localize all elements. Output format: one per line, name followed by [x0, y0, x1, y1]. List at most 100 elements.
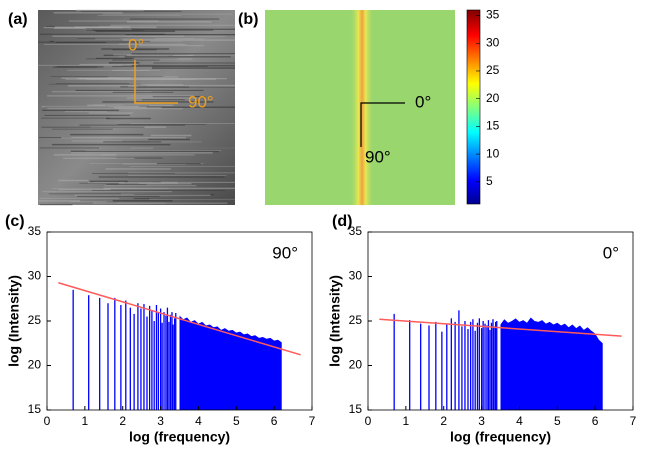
bar [486, 325, 488, 410]
panel-label: (d) [332, 213, 352, 230]
x-tick-label: 5 [233, 414, 240, 428]
bar [114, 297, 116, 410]
bar [420, 323, 422, 410]
dense-bars [500, 317, 603, 410]
bar [478, 318, 480, 410]
bar [153, 321, 155, 410]
bar [489, 329, 491, 410]
bar [435, 321, 437, 410]
bar [137, 303, 139, 410]
bar [171, 312, 173, 410]
bar [393, 313, 395, 410]
x-tick-label: 6 [271, 414, 278, 428]
colorbar [466, 9, 481, 205]
angle-label: 90° [188, 92, 214, 111]
bar [492, 319, 494, 410]
bar [454, 321, 456, 410]
panel-label: (c) [5, 213, 25, 230]
y-tick-label: 25 [349, 313, 363, 327]
x-tick-label: 5 [554, 414, 561, 428]
dense-bars [179, 315, 282, 410]
bar [458, 310, 460, 410]
bar [474, 330, 476, 410]
bar [148, 305, 151, 410]
bar [464, 321, 466, 410]
bar [120, 304, 122, 410]
bar [169, 314, 172, 410]
x-tick-label: 0 [365, 414, 372, 428]
bar [146, 316, 148, 410]
image-texture [38, 9, 235, 206]
bar [157, 312, 159, 410]
y-tick-label: 20 [28, 358, 42, 372]
bar [461, 326, 463, 410]
colorbar-tick-label: 30 [486, 35, 500, 49]
colorbar-tick-label: 35 [486, 8, 500, 22]
bar [472, 319, 474, 410]
x-tick-label: 4 [195, 414, 202, 428]
bar [487, 320, 490, 410]
annotation: 90° [272, 243, 298, 262]
x-tick-label: 3 [157, 414, 164, 428]
bar [88, 295, 90, 410]
panel-label: (a) [8, 11, 28, 28]
y-axis-label: log (Intensity) [6, 275, 22, 367]
x-axis-label: log (frequency) [129, 429, 230, 445]
bar [125, 300, 127, 410]
x-tick-label: 1 [403, 414, 410, 428]
bar [133, 313, 135, 410]
bar [166, 307, 169, 410]
x-axis-label: log (frequency) [450, 429, 551, 445]
angle-label: 90° [365, 147, 391, 166]
x-tick-label: 2 [119, 414, 126, 428]
bar [476, 322, 479, 410]
angle-label: 0° [415, 92, 431, 111]
bar [409, 320, 411, 410]
bar [467, 329, 469, 410]
bar [446, 324, 448, 410]
fit-line [58, 282, 301, 356]
bar [496, 321, 498, 410]
bar [155, 304, 158, 410]
bar [107, 303, 109, 410]
bar [175, 312, 177, 410]
bar [480, 328, 483, 410]
bar [494, 321, 497, 410]
bar [159, 308, 162, 410]
x-tick-label: 0 [44, 414, 51, 428]
bar [151, 310, 153, 410]
axis-indicator [360, 102, 405, 147]
y-tick-label: 30 [349, 269, 363, 283]
x-tick-label: 7 [309, 414, 316, 428]
bar [168, 321, 170, 410]
axis-indicator [134, 60, 178, 104]
bar [140, 308, 142, 410]
bar [490, 322, 493, 410]
annotation: 0° [603, 243, 619, 262]
spectrum-streak [350, 10, 374, 205]
y-tick-label: 20 [349, 358, 363, 372]
bar [163, 312, 165, 410]
bar [173, 318, 176, 410]
x-tick-label: 1 [82, 414, 89, 428]
bar [441, 331, 443, 410]
colorbar-tick-label: 15 [486, 119, 500, 133]
x-tick-label: 3 [478, 414, 485, 428]
y-tick-label: 35 [28, 224, 42, 238]
x-tick-label: 7 [630, 414, 637, 428]
y-tick-label: 15 [28, 402, 42, 416]
x-tick-label: 4 [516, 414, 523, 428]
bar [99, 297, 101, 410]
colorbar-tick-label: 5 [486, 174, 493, 188]
bar [165, 315, 167, 410]
colorbar-tick-label: 10 [486, 146, 500, 160]
y-tick-label: 15 [349, 402, 363, 416]
bar [469, 321, 472, 410]
angle-label: 0° [128, 35, 144, 54]
x-tick-label: 6 [592, 414, 599, 428]
bar [129, 307, 131, 410]
y-axis-label: log (Intensity) [327, 275, 343, 367]
bar [143, 304, 145, 410]
bar [172, 324, 174, 410]
